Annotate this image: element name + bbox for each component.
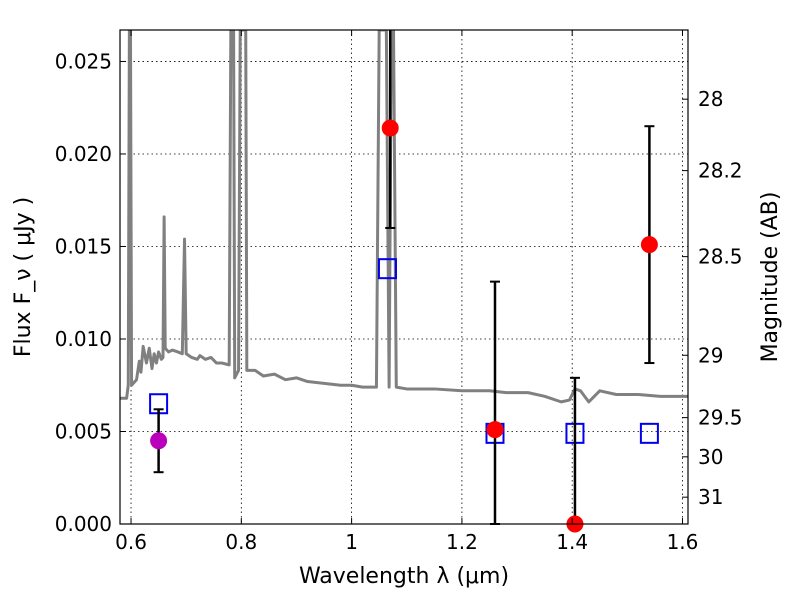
model-square-marker [377, 258, 397, 280]
x-tick-label: 0.8 [225, 530, 257, 554]
model-square-marker [639, 422, 659, 444]
right-tick-label: 31 [698, 485, 723, 509]
data-point [640, 236, 658, 254]
right-tick-label: 29 [698, 343, 723, 367]
axis-ticks: 0.6 0.8 1 1.2 1.4 1.6 0.000 0.005 0.010 0.015 0.02… [55, 30, 743, 554]
right-tick-label: 28.5 [698, 245, 743, 269]
y-tick-label: 0.020 [55, 142, 112, 166]
x-tick-label: 1.6 [667, 530, 699, 554]
x-tick-label: 1.2 [446, 530, 478, 554]
right-tick-label: 28.2 [698, 159, 743, 183]
y-tick-label: 0.010 [55, 327, 112, 351]
plot-frame [119, 29, 689, 525]
x-tick-label: 0.6 [115, 530, 147, 554]
y-axis-label: Flux F_ν ( μJy ) [11, 197, 36, 357]
y-tick-label: 0.000 [55, 512, 112, 536]
x-tick-label: 1 [345, 530, 358, 554]
right-tick-label: 29.5 [698, 406, 743, 430]
y-tick-label: 0.015 [55, 234, 112, 258]
y-tick-label: 0.025 [55, 49, 112, 73]
right-tick-label: 28 [698, 87, 723, 111]
markers-layer [149, 30, 659, 533]
y-tick-label: 0.005 [55, 419, 112, 443]
x-tick-label: 1.4 [556, 530, 588, 554]
data-point [486, 421, 504, 439]
data-point [150, 432, 168, 450]
model-sed-line [120, 30, 688, 404]
model-sed-layer [120, 30, 688, 404]
x-axis-label: Wavelength λ (μm) [299, 564, 509, 589]
right-tick-label: 30 [698, 445, 723, 469]
y-axis-label-right: Magnitude (AB) [758, 192, 783, 363]
grid-lines [120, 30, 688, 525]
data-point [381, 119, 399, 137]
